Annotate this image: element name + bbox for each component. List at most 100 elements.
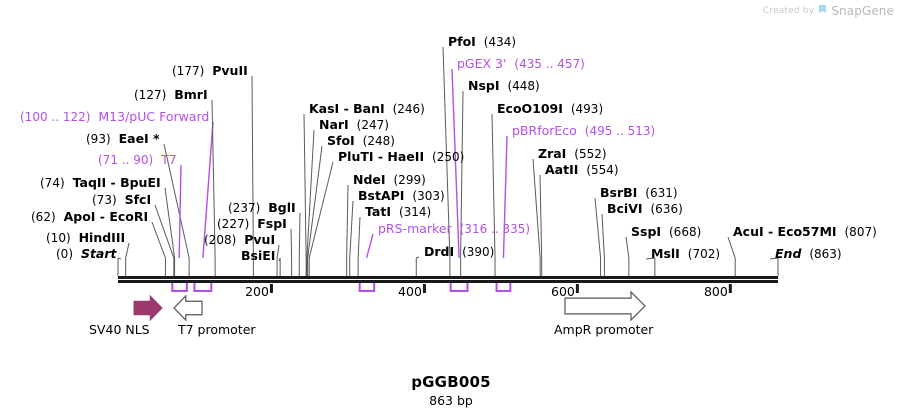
- site-position: (448): [507, 79, 540, 93]
- site-name: PvuI: [244, 232, 276, 247]
- ruler-number-800: 800: [703, 284, 728, 299]
- site-name: NarI: [319, 117, 349, 132]
- site-name: AatII: [545, 162, 579, 177]
- ruler-ticks-group: [269, 284, 732, 293]
- site-label-drdi: DrdI (390): [424, 245, 494, 259]
- site-label-pvuii: (177) PvuII: [172, 64, 248, 78]
- leader-line-ecoo109i: [491, 113, 496, 259]
- site-label-taqii-bpuei: (74) TaqII - BpuEI: [40, 176, 161, 190]
- site-position: (316 .. 335): [459, 222, 531, 236]
- site-label-nspi: NspI (448): [468, 79, 540, 93]
- site-position: (493): [570, 102, 604, 116]
- site-position: (554): [586, 163, 619, 177]
- site-position: (303): [412, 189, 445, 203]
- site-label-m13-puc-forward: (100 .. 122) M13/pUC Forward: [20, 110, 209, 124]
- site-name: PluTI - HaeII: [338, 149, 425, 164]
- leader-line-ndei: [346, 184, 349, 259]
- site-name: BciVI: [607, 201, 643, 216]
- site-name: BmrI: [174, 87, 208, 102]
- site-name: DrdI: [424, 244, 455, 259]
- ruler-tick-mark: [728, 284, 732, 293]
- leader-line-aatii: [539, 174, 543, 259]
- site-name: ZraI: [538, 146, 567, 161]
- leader-line-pvui: [276, 244, 280, 259]
- site-position: (863): [809, 247, 842, 261]
- site-label-end: End (863): [775, 247, 842, 261]
- leader-line-bgli: [298, 212, 301, 259]
- watermark-brand: SnapGene: [831, 4, 894, 18]
- site-label-mslI: MslI (702): [651, 247, 720, 261]
- ruler-number-600: 600: [551, 284, 575, 299]
- leader-lines-group: [117, 46, 779, 262]
- site-name: TaqII - BpuEI: [72, 175, 161, 190]
- leader-line-fspi: [290, 228, 293, 259]
- feature-bracket-m13-bracket: [193, 283, 213, 292]
- site-position: (247): [356, 118, 389, 132]
- site-position: (100 .. 122): [20, 110, 91, 124]
- leader-line-zrai: [532, 158, 541, 259]
- site-name: PfoI: [448, 34, 476, 49]
- feature-arrow-sv40-nls: [133, 294, 163, 322]
- site-label-start: (0) Start: [56, 247, 117, 261]
- feature-caption-sv40-nls: SV40 NLS: [89, 322, 150, 337]
- site-name: FspI: [257, 216, 287, 231]
- site-position: (208): [204, 233, 237, 247]
- ruler-number-400: 400: [398, 284, 422, 299]
- plasmid-length: 863 bp: [429, 393, 473, 408]
- site-name: M13/pUC Forward: [98, 109, 210, 124]
- leader-line-tati: [357, 216, 361, 259]
- site-position: (299): [393, 173, 426, 187]
- site-position: (62): [31, 210, 56, 224]
- site-name: BstAPI: [358, 188, 405, 203]
- leader-line-sfci: [154, 204, 175, 259]
- leader-line-bcivi: [601, 213, 605, 259]
- site-position: (248): [362, 134, 395, 148]
- site-label-tati: TatI (314): [365, 205, 431, 219]
- site-label-sspi: SspI (668): [631, 225, 701, 239]
- leader-line-drdi: [416, 256, 420, 259]
- site-position: (93): [86, 132, 111, 146]
- leader-line-pbrforeco: [502, 135, 508, 259]
- site-label-hindiii: (10) HindIII: [46, 231, 125, 245]
- site-name: HindIII: [78, 230, 126, 245]
- site-name: End: [775, 246, 802, 261]
- feature-caption-ampr-promoter: AmpR promoter: [554, 322, 654, 337]
- ruler-tick-mark: [575, 284, 579, 293]
- site-position: (237): [228, 201, 261, 215]
- feature-bracket-pgex-bracket: [449, 283, 469, 292]
- leader-line-sfoi: [307, 145, 323, 259]
- site-name: SfcI: [124, 192, 152, 207]
- site-label-kasi-bani: KasI - BanI (246): [309, 102, 425, 116]
- ruler-number-200: 200: [245, 284, 269, 299]
- site-position: (435 .. 457): [514, 57, 585, 71]
- site-name: NdeI: [353, 172, 386, 187]
- cut-site-ticks-group: [117, 258, 779, 276]
- site-position: (71 .. 90): [98, 153, 154, 167]
- site-position: (177): [172, 64, 205, 78]
- leader-line-apoi-ecori: [151, 221, 166, 259]
- site-position: (246): [392, 102, 425, 116]
- leader-line-nspi: [460, 90, 464, 259]
- site-name: T7: [161, 152, 177, 167]
- site-position: (631): [645, 186, 678, 200]
- backbone-strand-top: [118, 276, 778, 279]
- site-label-zrai: ZraI (552): [538, 147, 607, 161]
- site-name: SfoI: [327, 133, 355, 148]
- leader-line-pluti-haeii: [308, 161, 334, 259]
- leader-line-taqii-bpuei: [164, 187, 176, 259]
- plasmid-title-block: pGGB005 863 bp: [0, 373, 902, 408]
- site-name: BsiEI: [241, 248, 276, 263]
- site-label-pbrforeco: pBRforEco (495 .. 513): [512, 124, 655, 138]
- site-position: (636): [650, 202, 683, 216]
- ruler-tick-mark: [422, 284, 426, 293]
- leader-line-prs-marker: [365, 233, 374, 259]
- site-name: EcoO109I: [497, 101, 563, 116]
- feature-bracket-t7-bracket: [171, 283, 188, 292]
- site-name: EaeI *: [118, 131, 160, 146]
- site-label-prs-marker: pRS-marker (316 .. 335): [378, 222, 530, 236]
- snapgene-watermark: Created by SnapGene: [763, 4, 894, 18]
- feature-arrows-group: [133, 290, 646, 322]
- site-label-bstapi: BstAPI (303): [358, 189, 445, 203]
- leader-line-pfoi: [442, 46, 451, 259]
